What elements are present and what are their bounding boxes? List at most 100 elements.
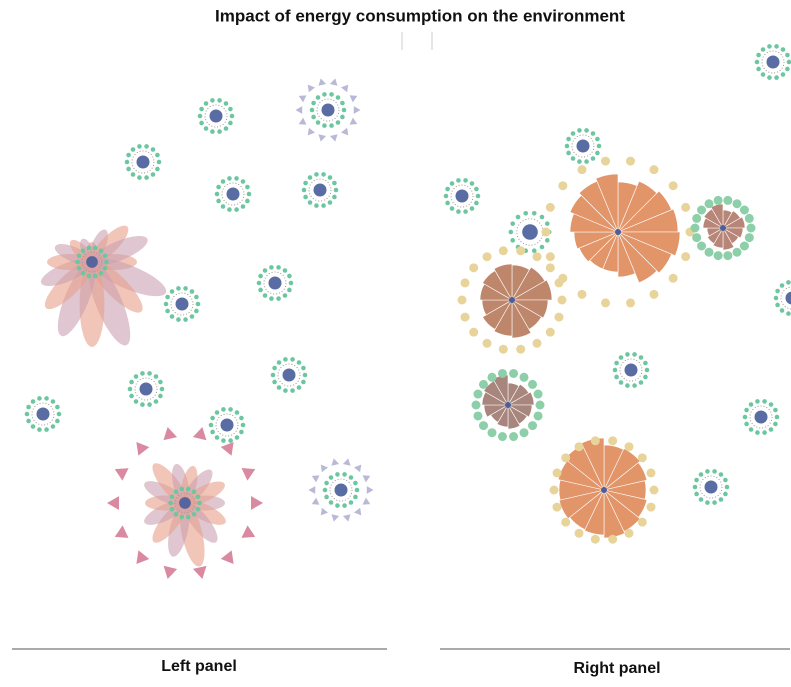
- dot-marker: [769, 427, 774, 432]
- dot-marker: [210, 98, 215, 103]
- dot-marker: [733, 199, 742, 208]
- triangle-marker: [354, 106, 361, 114]
- triangle-marker: [115, 468, 129, 480]
- dot-marker: [151, 172, 156, 177]
- dot-marker: [755, 399, 760, 404]
- dot-marker: [44, 396, 49, 401]
- dot-marker: [209, 423, 214, 428]
- dot-marker: [745, 214, 754, 223]
- dot-marker: [55, 405, 60, 410]
- dot-marker: [558, 296, 567, 305]
- triangle-marker: [242, 468, 256, 481]
- dot-marker: [565, 144, 570, 149]
- dot-marker: [147, 371, 152, 376]
- dot-marker: [450, 181, 455, 186]
- dot-marker: [199, 121, 204, 126]
- dot-marker: [170, 314, 175, 319]
- dot-marker: [77, 253, 82, 258]
- dot-marker: [786, 280, 791, 285]
- dot-marker: [719, 472, 724, 477]
- dot-marker: [196, 494, 201, 499]
- glyph-core: [786, 292, 791, 305]
- dot-marker: [183, 286, 188, 291]
- dot-marker: [164, 302, 169, 307]
- dot-marker: [276, 265, 281, 270]
- dot-marker: [740, 241, 749, 250]
- triangle-marker: [107, 496, 119, 510]
- dot-marker: [276, 296, 281, 301]
- dot-marker: [540, 215, 545, 220]
- dot-marker: [532, 248, 537, 253]
- dot-marker: [176, 317, 181, 322]
- dot-marker: [595, 137, 600, 142]
- dot-marker: [215, 192, 220, 197]
- triangle-marker: [331, 514, 339, 521]
- dot-marker: [473, 411, 482, 420]
- dot-marker: [769, 402, 774, 407]
- dot-marker: [614, 361, 619, 366]
- dot-marker: [461, 313, 470, 322]
- dot-marker: [575, 442, 584, 451]
- dot-marker: [520, 373, 529, 382]
- dot-marker: [151, 147, 156, 152]
- triangle-marker: [330, 78, 338, 85]
- dot-marker: [170, 507, 175, 512]
- dot-marker: [316, 95, 321, 100]
- dot-marker: [342, 503, 347, 508]
- dot-marker: [216, 185, 221, 190]
- dot-marker: [290, 357, 295, 362]
- dot-marker: [271, 373, 276, 378]
- dot-marker: [450, 206, 455, 211]
- triangle-marker: [193, 427, 207, 440]
- dot-marker: [314, 203, 319, 208]
- dot-marker: [245, 199, 250, 204]
- triangle-marker: [341, 85, 348, 93]
- glyph-core: [601, 487, 607, 493]
- dot-marker: [639, 355, 644, 360]
- dot-marker: [290, 388, 295, 393]
- dot-marker: [168, 501, 173, 506]
- triangle-marker: [363, 475, 371, 482]
- dot-marker: [773, 408, 778, 413]
- dot-marker: [99, 271, 104, 276]
- dot-marker: [743, 415, 748, 420]
- dot-marker: [755, 430, 760, 435]
- triangle-marker: [163, 427, 177, 440]
- dot-marker: [154, 399, 159, 404]
- dot-marker: [31, 399, 36, 404]
- dot-marker: [469, 328, 478, 337]
- dot-marker: [744, 422, 749, 427]
- dot-marker: [303, 373, 308, 378]
- dot-marker: [483, 339, 492, 348]
- dot-marker: [775, 415, 780, 420]
- dot-marker: [128, 387, 133, 392]
- dot-marker: [595, 151, 600, 156]
- dot-marker: [774, 296, 779, 301]
- dot-marker: [608, 535, 617, 544]
- triangle-marker: [367, 486, 374, 494]
- dot-marker: [614, 375, 619, 380]
- dot-marker: [37, 427, 42, 432]
- dot-marker: [129, 394, 134, 399]
- dot-marker: [272, 380, 277, 385]
- dot-marker: [533, 252, 542, 261]
- dot-marker: [699, 497, 704, 502]
- dot-marker: [697, 206, 706, 215]
- dot-marker: [190, 289, 195, 294]
- dot-marker: [269, 265, 274, 270]
- dot-marker: [554, 278, 563, 287]
- triangle-marker: [296, 106, 303, 114]
- dot-marker: [310, 108, 315, 113]
- page: Impact of energy consumption on the envi…: [0, 0, 791, 682]
- dot-marker: [144, 144, 149, 149]
- dot-marker: [134, 374, 139, 379]
- dot-marker: [625, 383, 630, 388]
- dot-marker: [134, 399, 139, 404]
- dot-marker: [458, 296, 467, 305]
- glyph-core: [456, 190, 469, 203]
- dot-marker: [469, 263, 478, 272]
- dot-marker: [210, 129, 215, 134]
- dot-marker: [774, 75, 779, 80]
- dot-marker: [693, 485, 698, 490]
- dot-marker: [723, 196, 732, 205]
